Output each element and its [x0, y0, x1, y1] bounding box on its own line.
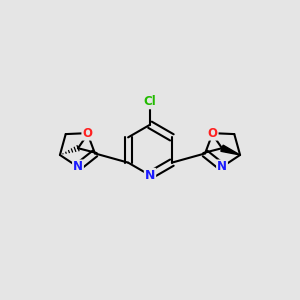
Text: O: O	[82, 127, 92, 140]
Text: Cl: Cl	[144, 95, 156, 108]
Text: O: O	[208, 127, 218, 140]
Polygon shape	[221, 145, 240, 155]
Text: N: N	[217, 160, 227, 173]
Text: N: N	[73, 160, 83, 173]
Text: N: N	[145, 169, 155, 182]
